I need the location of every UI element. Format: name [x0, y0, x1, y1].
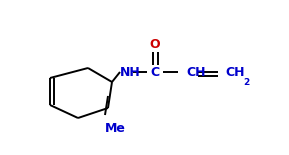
Text: Me: Me — [105, 122, 126, 135]
Text: NH: NH — [120, 66, 141, 78]
Text: CH: CH — [225, 66, 244, 78]
Text: C: C — [151, 66, 160, 78]
Text: CH: CH — [186, 66, 205, 78]
Text: 2: 2 — [243, 78, 249, 87]
Text: O: O — [150, 38, 160, 51]
